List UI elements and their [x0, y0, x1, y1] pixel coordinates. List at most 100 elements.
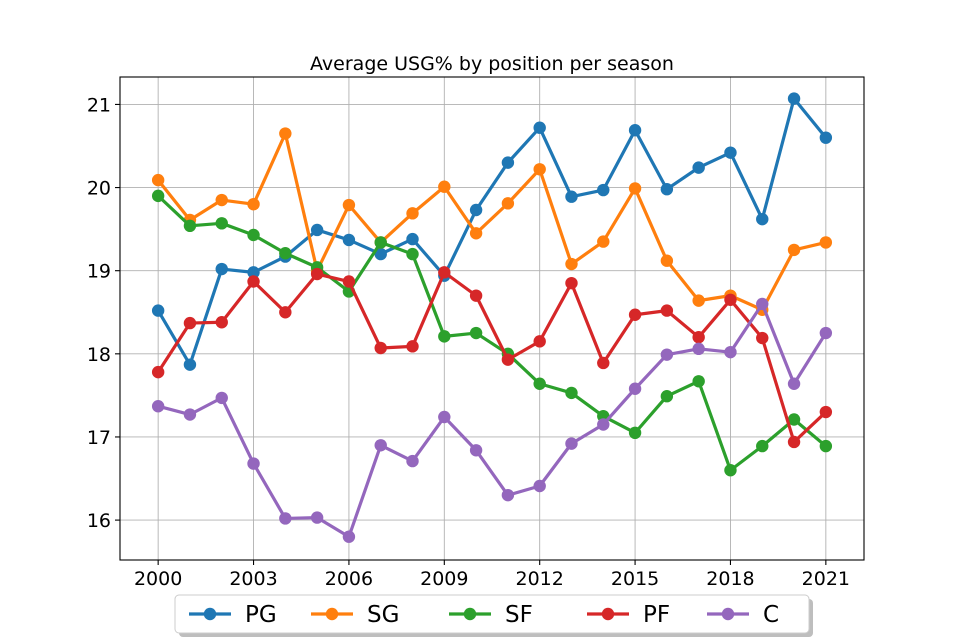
- x-tick-label: 2000: [134, 568, 182, 590]
- x-tick-label: 2006: [325, 568, 373, 590]
- series-sf: [151, 189, 833, 477]
- data-point-pg: [533, 121, 546, 134]
- data-point-sf: [469, 326, 483, 340]
- data-point-c: [565, 437, 578, 450]
- data-point-sf: [374, 236, 387, 249]
- legend-box: [174, 594, 810, 634]
- data-point-c: [724, 345, 737, 359]
- data-point-sg: [438, 180, 451, 193]
- data-point-pf: [533, 335, 546, 348]
- data-point-sg: [501, 197, 515, 210]
- data-point-sg: [406, 207, 419, 220]
- data-point-pf: [469, 289, 483, 302]
- data-point-c: [247, 457, 260, 470]
- data-point-pf: [215, 316, 228, 329]
- data-point-pg: [660, 183, 674, 196]
- data-point-pg: [215, 262, 228, 276]
- data-point-pg: [151, 304, 165, 317]
- legend-marker-sg: [325, 607, 339, 621]
- data-point-c: [533, 479, 546, 493]
- chart-title: Average USG% by position per season: [310, 53, 674, 75]
- data-point-sg: [469, 227, 483, 240]
- legend-marker-pg: [203, 607, 217, 621]
- data-point-pf: [724, 293, 737, 306]
- data-point-sg: [565, 257, 578, 271]
- data-point-pg: [597, 183, 610, 197]
- data-point-pf: [151, 365, 165, 379]
- data-point-pg: [565, 190, 578, 203]
- legend: PG SG SF PF C: [174, 594, 813, 637]
- plot-frame: [119, 76, 865, 561]
- data-point-sf: [724, 464, 737, 477]
- y-tick-label: 18: [87, 344, 111, 366]
- data-point-pg: [406, 232, 419, 246]
- y-tick-label: 20: [87, 178, 111, 200]
- data-point-pg: [183, 358, 197, 371]
- data-point-c: [279, 512, 292, 525]
- legend-label-c: C: [763, 602, 779, 628]
- data-point-pf: [819, 405, 833, 419]
- data-point-pf: [279, 306, 292, 319]
- series-c: [151, 297, 833, 543]
- data-point-c: [310, 511, 324, 524]
- y-tick-label: 17: [87, 427, 111, 449]
- legend-label-sf: SF: [505, 602, 533, 628]
- data-point-sf: [438, 330, 451, 343]
- data-point-pg: [692, 161, 705, 174]
- data-point-pg: [756, 212, 769, 226]
- data-point-sf: [660, 390, 674, 403]
- legend-marker-sf: [463, 607, 477, 621]
- data-point-pf: [756, 331, 769, 345]
- data-point-c: [787, 377, 801, 390]
- data-point-sg: [692, 294, 705, 307]
- data-point-pf: [692, 331, 705, 344]
- data-point-pg: [724, 146, 737, 159]
- data-point-sg: [215, 193, 228, 207]
- legend-marker-c: [721, 607, 735, 621]
- data-point-sg: [597, 235, 610, 248]
- y-tick-label: 16: [87, 510, 111, 532]
- x-tick-label: 2012: [516, 568, 564, 590]
- data-point-c: [597, 418, 610, 431]
- data-point-sf: [628, 426, 642, 440]
- data-point-pg: [628, 124, 642, 137]
- data-point-pf: [406, 340, 419, 353]
- data-point-sf: [533, 377, 546, 390]
- data-point-sg: [819, 236, 833, 249]
- data-point-pf: [660, 304, 674, 317]
- data-point-sg: [247, 197, 260, 211]
- series-line-pf: [156, 270, 827, 444]
- data-point-pf: [501, 353, 515, 366]
- legend-item-sg: SG: [311, 602, 399, 628]
- data-point-sf: [279, 247, 292, 260]
- series-line-pg: [156, 97, 828, 367]
- data-point-sg: [279, 127, 292, 140]
- data-point-pg: [247, 266, 260, 279]
- data-point-sf: [247, 228, 260, 242]
- legend-marker-pf: [601, 607, 615, 621]
- data-point-sf: [819, 439, 833, 453]
- data-point-pf: [438, 266, 451, 279]
- series-pg: [151, 92, 833, 371]
- data-point-pf: [628, 308, 642, 321]
- data-point-sf: [183, 219, 197, 233]
- data-point-sf: [565, 386, 578, 400]
- legend-label-sg: SG: [367, 602, 399, 628]
- data-point-pg: [310, 223, 324, 237]
- x-tick-label: 2003: [229, 568, 277, 590]
- data-point-pg: [501, 156, 515, 169]
- data-point-pf: [597, 356, 610, 370]
- data-point-c: [151, 400, 165, 413]
- series-layer: [151, 92, 833, 543]
- data-point-sf: [756, 439, 769, 453]
- y-tick-label: 19: [87, 261, 111, 283]
- data-point-sg: [787, 243, 801, 257]
- data-point-pf: [342, 275, 356, 288]
- data-point-pf: [183, 316, 197, 330]
- y-tick-label: 21: [87, 94, 111, 116]
- x-tick-label: 2015: [611, 568, 659, 590]
- legend-label-pf: PF: [643, 602, 670, 628]
- data-point-sf: [215, 217, 228, 230]
- data-point-pf: [374, 341, 387, 355]
